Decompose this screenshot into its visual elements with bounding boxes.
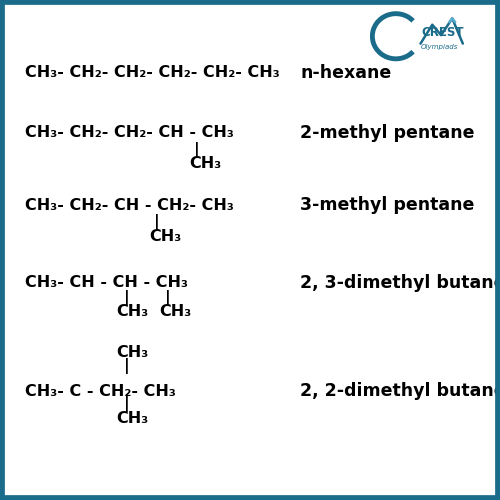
Text: CH₃- C - CH₂- CH₃: CH₃- C - CH₂- CH₃ xyxy=(25,384,176,398)
Text: |: | xyxy=(194,142,200,158)
Text: CH₃- CH₂- CH - CH₂- CH₃: CH₃- CH₂- CH - CH₂- CH₃ xyxy=(25,198,234,212)
Text: CH₃- CH₂- CH₂- CH - CH₃: CH₃- CH₂- CH₂- CH - CH₃ xyxy=(25,125,234,140)
Text: CH₃: CH₃ xyxy=(116,345,148,360)
Text: CH₃: CH₃ xyxy=(159,304,191,319)
Text: CH₃: CH₃ xyxy=(189,156,221,172)
Text: |: | xyxy=(154,214,160,230)
Text: CH₃- CH - CH - CH₃: CH₃- CH - CH - CH₃ xyxy=(25,275,188,290)
Text: CH₃: CH₃ xyxy=(116,411,148,426)
Text: n-hexane: n-hexane xyxy=(300,64,391,82)
Text: |: | xyxy=(124,396,130,412)
Text: |: | xyxy=(165,290,171,306)
Text: |: | xyxy=(124,358,130,374)
Text: CH₃- CH₂- CH₂- CH₂- CH₂- CH₃: CH₃- CH₂- CH₂- CH₂- CH₂- CH₃ xyxy=(25,65,280,80)
Text: CH₃: CH₃ xyxy=(149,229,181,244)
Text: 2, 3-dimethyl butane: 2, 3-dimethyl butane xyxy=(300,274,500,291)
Text: 3-methyl pentane: 3-methyl pentane xyxy=(300,196,474,214)
Text: Olympiads: Olympiads xyxy=(421,44,459,50)
Text: CH₃: CH₃ xyxy=(116,304,148,319)
Text: 2, 2-dimethyl butane: 2, 2-dimethyl butane xyxy=(300,382,500,400)
Text: CREST: CREST xyxy=(421,26,464,38)
Text: |: | xyxy=(124,290,130,306)
Text: 2-methyl pentane: 2-methyl pentane xyxy=(300,124,474,142)
